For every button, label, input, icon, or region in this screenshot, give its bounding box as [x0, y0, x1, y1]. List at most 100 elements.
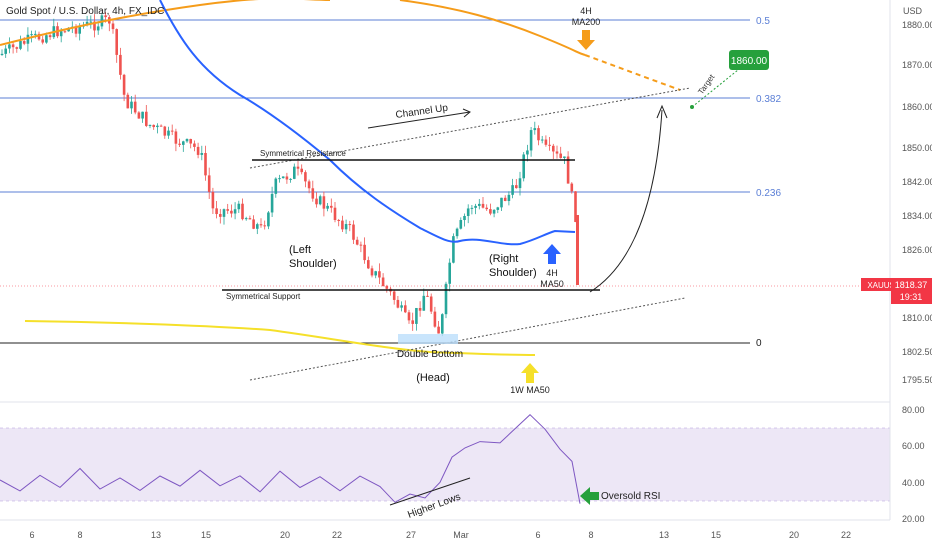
candle-body	[496, 207, 500, 210]
left-shoulder-label-1: (Left	[289, 244, 311, 256]
candle-body	[433, 311, 437, 327]
price-tick-label: 1860.00	[902, 102, 932, 112]
candle-body	[341, 220, 344, 230]
candle-body	[63, 31, 67, 33]
candle-body	[96, 26, 100, 31]
time-tick-label: 13	[659, 530, 669, 540]
candle-body	[344, 224, 348, 230]
oversold-arrow	[580, 487, 599, 505]
candle-body	[385, 286, 389, 289]
candle-body	[148, 124, 152, 126]
candle-body	[237, 203, 241, 210]
time-axis[interactable]: 6 8 13 15 20 22 27 Mar 6 8 13 15 20 22	[29, 530, 851, 540]
target-line	[691, 69, 739, 108]
time-tick-label: 27	[406, 530, 416, 540]
candle-body	[19, 41, 22, 49]
price-tick-label: 1810.00	[902, 313, 932, 323]
ma50-1w-line	[24, 320, 536, 356]
candle-body	[267, 212, 270, 227]
candle-body	[274, 178, 278, 194]
candle-body	[204, 152, 207, 176]
price-tick-label: 1870.00	[902, 60, 932, 70]
fib-label-0-236: 0.236	[756, 188, 781, 199]
candle-body	[404, 305, 407, 313]
candle-body	[426, 295, 429, 297]
candle-body	[244, 218, 248, 220]
candle-body	[348, 224, 352, 226]
candle-body	[396, 299, 400, 308]
candle-body	[304, 172, 307, 182]
ma50-label-1: 4H	[546, 268, 558, 278]
candle-body	[466, 208, 470, 216]
candle-body	[378, 271, 381, 278]
candle-body	[189, 138, 192, 144]
candle-body	[352, 224, 355, 240]
fib-label-0-5: 0.5	[756, 16, 770, 27]
candle-body	[392, 291, 396, 300]
fib-label-0-382: 0.382	[756, 94, 781, 105]
head-label: (Head)	[416, 372, 450, 384]
candle-body	[281, 176, 285, 179]
candle-body	[537, 128, 540, 141]
higher-lows-line	[389, 477, 471, 506]
candle-body	[256, 224, 259, 229]
candle-body	[355, 239, 359, 245]
candle-body	[326, 205, 329, 209]
candle-body	[196, 146, 200, 155]
ma50-label-2: MA50	[540, 279, 564, 289]
candle-body	[93, 21, 96, 31]
candle-body	[37, 33, 41, 40]
candle-body	[489, 209, 492, 214]
candle-body	[4, 48, 7, 54]
rsi-axis[interactable]: 80.00 60.00 40.00 20.00	[902, 405, 925, 524]
time-tick-label: 22	[332, 530, 342, 540]
price-axis[interactable]: 1880.00 1870.00 1860.00 1850.00 1842.00 1834.…	[902, 20, 932, 385]
rsi-tick-label: 80.00	[902, 405, 925, 415]
candle-body	[22, 41, 26, 44]
candle-body	[122, 74, 126, 95]
ma200-4h-line	[0, 0, 586, 56]
candle-body	[48, 35, 52, 38]
candle-body	[293, 166, 296, 179]
rsi-tick-label: 40.00	[902, 478, 925, 488]
candle-body	[318, 196, 322, 205]
time-tick-label: Mar	[453, 530, 469, 540]
price-tick-label: 1850.00	[902, 143, 932, 153]
price-countdown-badge	[891, 278, 932, 304]
w1-ma50-arrow	[521, 363, 539, 383]
projection-arrowhead	[656, 104, 668, 119]
candle-body	[78, 26, 81, 34]
w1-ma50-label: 1W MA50	[510, 385, 550, 395]
channel-lower-line	[249, 297, 686, 381]
candle-body	[30, 34, 33, 36]
time-tick-label: 8	[588, 530, 593, 540]
candle-body	[41, 39, 44, 43]
candle-body	[163, 126, 167, 136]
target-badge	[729, 50, 769, 70]
candle-body	[207, 175, 211, 192]
channel-upper-line	[249, 87, 691, 169]
candle-body	[178, 143, 181, 145]
candle-body	[459, 220, 463, 229]
fib-levels: 0.5 0.382 0.236 0	[0, 16, 781, 349]
price-tick-label: 1795.50	[902, 375, 932, 385]
candle-body	[330, 205, 333, 208]
time-tick-label: 6	[535, 530, 540, 540]
time-tick-label: 6	[29, 530, 34, 540]
time-tick-label: 13	[151, 530, 161, 540]
candle-body	[145, 111, 148, 126]
candle-body	[170, 130, 174, 132]
sym-resistance-label: Symmetrical Resistance	[260, 149, 346, 158]
candle-body	[15, 47, 19, 49]
candle-body	[104, 15, 107, 18]
candle-body	[533, 128, 537, 131]
candle-body	[26, 34, 30, 44]
rsi-tick-label: 60.00	[902, 441, 925, 451]
candle-body	[492, 209, 496, 214]
candle-body	[230, 210, 233, 214]
ma200-label-2: MA200	[572, 17, 601, 27]
ma50-4h-line	[159, 0, 576, 246]
candle-body	[278, 178, 281, 180]
candle-body	[241, 203, 244, 220]
